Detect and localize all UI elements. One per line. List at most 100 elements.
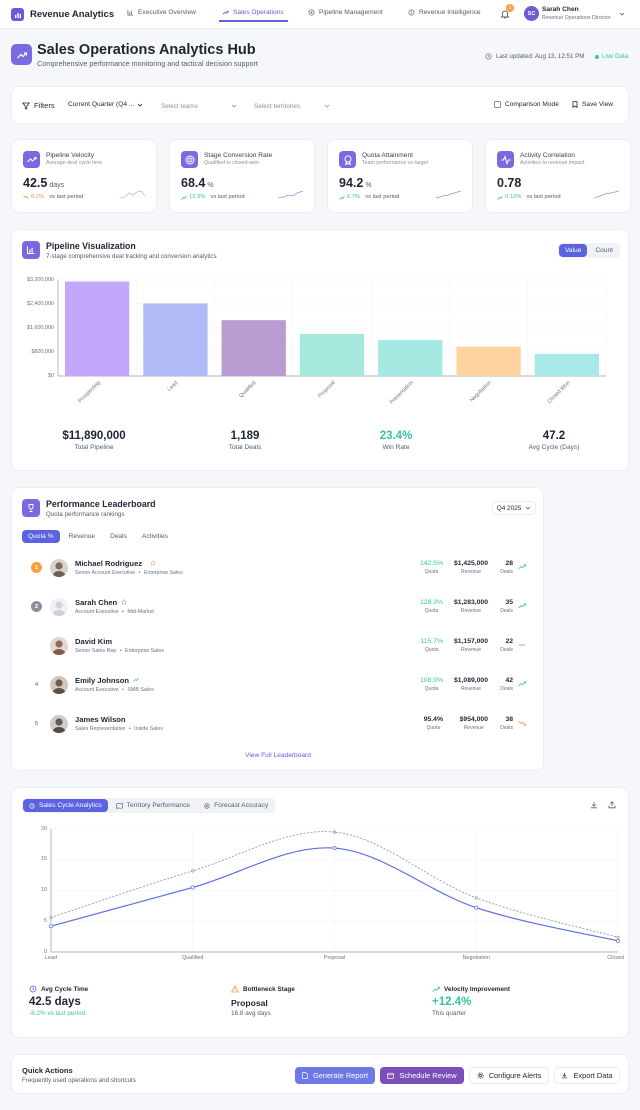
period-select[interactable]: Current Quarter (Q4 ... — [68, 101, 143, 108]
pipeline-bar — [65, 281, 130, 376]
teams-select[interactable]: Select teams — [161, 100, 237, 112]
schedule-review-button[interactable]: Schedule Review — [380, 1067, 464, 1084]
leaderboard-subtitle: Quota performance rankings — [46, 511, 125, 518]
quick-actions-subtitle: Frequently used operations and shortcuts — [22, 1077, 136, 1084]
quota-label: Quota — [424, 647, 439, 653]
separator-dot: • — [118, 648, 124, 654]
kpi-change-label: vs last period — [526, 194, 561, 200]
tab-deals[interactable]: Deals — [110, 533, 127, 540]
chevron-down-icon — [525, 505, 531, 511]
tab-quota[interactable]: Quota % — [22, 530, 60, 543]
kpi-card[interactable]: Quota Attainment Team performance vs targ… — [327, 139, 473, 213]
user-menu-chevron-icon[interactable] — [619, 11, 625, 17]
y-tick-label: 0 — [44, 948, 47, 955]
trend-up-icon — [133, 677, 140, 682]
share-icon[interactable] — [608, 801, 616, 809]
kpi-change-value: 5.7% — [347, 194, 361, 200]
kpi-title: Activity Correlation — [520, 152, 575, 159]
view-full-leaderboard-link[interactable]: View Full Leaderboard — [245, 752, 311, 759]
gear-icon — [477, 1072, 484, 1079]
notifications-button[interactable]: 2 — [500, 4, 514, 21]
kpi-card[interactable]: Activity Correlation Activities to revenu… — [485, 139, 631, 213]
deals-label: Deals — [500, 569, 513, 575]
calendar-icon — [387, 1072, 395, 1079]
rep-role: Sales Representative — [75, 726, 126, 732]
metric-revenue: $1,425,000 Revenue — [454, 560, 488, 575]
y-tick-label: $800,000 — [31, 348, 54, 355]
arrow-down-icon — [23, 194, 29, 200]
revenue-label: Revenue — [463, 725, 484, 731]
kpi-title: Stage Conversion Rate — [204, 152, 273, 159]
metric-revenue: $1,283,000 Revenue — [454, 599, 488, 614]
rep-name: Michael Rodriguez — [75, 559, 143, 568]
download-icon[interactable] — [590, 801, 598, 809]
tab-activities[interactable]: Activities — [141, 533, 168, 540]
y-tick-label: $0 — [48, 372, 54, 379]
kpi-subtitle: Average deal cycle time — [46, 160, 103, 166]
sales-cycle-line-chart: 0 5 10 15 20 Lead Qualified Proposal Negotiation… — [12, 788, 628, 1037]
leaderboard-row[interactable]: 4 Emily Johnson Account Executive • SMB Sa… — [12, 669, 544, 703]
toggle-count[interactable]: Count — [595, 247, 613, 254]
rank-badge: 4 — [34, 681, 39, 688]
kpi-title: Quota Attainment — [362, 152, 413, 159]
rep-name: Sarah Chen — [75, 598, 118, 607]
nav-executive-overview[interactable]: Executive Overview — [127, 9, 196, 16]
nav-revenue-intelligence[interactable]: Revenue Intelligence — [408, 9, 481, 16]
filter-icon — [22, 102, 30, 110]
export-data-button[interactable]: Export Data — [554, 1067, 620, 1084]
pipeline-summary-stat: 1,189 Total Deals — [175, 430, 315, 451]
data-point — [191, 869, 195, 873]
arrow-up-icon — [339, 195, 345, 200]
save-view-button[interactable]: Save View — [572, 101, 613, 108]
tab-territory-performance[interactable]: Territory Performance — [110, 799, 196, 812]
target-series-line — [50, 831, 619, 938]
kpi-unit: days — [49, 182, 65, 189]
quota-label: Quota — [424, 569, 439, 575]
revenue-value: $1,283,000 — [453, 599, 488, 606]
summary-value: 47.2 — [542, 430, 566, 442]
data-point — [332, 830, 337, 834]
kpi-title: Pipeline Velocity — [46, 152, 95, 159]
y-tick-label: $3,200,000 — [27, 276, 54, 283]
pipeline-visualization-card: Pipeline Visualization 7-stage comprehen… — [11, 229, 629, 471]
kpi-value: 68.4 — [181, 176, 206, 190]
nav-sales-operations[interactable]: Sales Operations — [222, 9, 284, 16]
kpi-card[interactable]: Pipeline Velocity Average deal cycle time… — [11, 139, 157, 213]
trend-down-icon — [518, 720, 526, 726]
rep-role: Senior Account Executive — [75, 570, 136, 576]
kpi-value: 42.5 — [23, 176, 48, 190]
kpi-change-value: 12.3% — [189, 194, 206, 200]
nav-label: Executive Overview — [138, 9, 196, 16]
tab-forecast-accuracy[interactable]: Forecast Accuracy — [198, 799, 274, 812]
kpi-card[interactable]: Stage Conversion Rate Qualified to closed… — [169, 139, 315, 213]
rank-badge: 1 — [31, 562, 42, 573]
avatar — [50, 676, 68, 694]
leaderboard-row[interactable]: David Kim Senior Sales Rep • Enterprise S… — [12, 630, 544, 664]
nav-pipeline-management[interactable]: Pipeline Management — [308, 9, 383, 16]
tab-sales-cycle-analytics[interactable]: Sales Cycle Analytics — [23, 799, 108, 812]
chevron-down-icon — [324, 103, 330, 109]
quota-label: Quota — [424, 686, 439, 692]
cycle-stat-value: 42.5 days — [29, 996, 81, 1008]
period-value: Q4 2025 — [496, 504, 522, 512]
user-avatar[interactable]: SC — [524, 6, 539, 21]
nav-label: Revenue Intelligence — [419, 9, 481, 16]
comparison-mode-toggle[interactable]: Comparison Mode — [494, 101, 559, 108]
territories-placeholder: Select territories — [254, 102, 301, 110]
toggle-value[interactable]: Value — [559, 244, 588, 257]
leaderboard-row[interactable]: 1 Michael Rodriguez Senior Account Executi… — [12, 552, 544, 586]
cycle-stat-sub: 16.8 avg days — [231, 1010, 271, 1017]
generate-report-button[interactable]: Generate Report — [295, 1067, 375, 1084]
configure-alerts-button[interactable]: Configure Alerts — [469, 1067, 549, 1084]
leaderboard-period-select[interactable]: Q4 2025 — [492, 501, 536, 515]
leaderboard-row[interactable]: 2 Sarah Chen Account Executive • Mid-Marke… — [12, 591, 544, 625]
territories-select[interactable]: Select territories — [254, 100, 330, 112]
rep-segment: Mid-Market — [127, 609, 154, 615]
document-icon — [302, 1072, 308, 1079]
cycle-stat: Avg Cycle Time 42.5 days -8.2% vs last per… — [29, 985, 88, 1018]
rep-name: James Wilson — [75, 715, 126, 724]
comparison-checkbox[interactable] — [494, 101, 501, 108]
quick-actions-bar: Quick Actions Frequently used operations… — [11, 1054, 629, 1094]
tab-revenue[interactable]: Revenue — [68, 533, 96, 540]
leaderboard-row[interactable]: 5 James Wilson Sales Representative • Insi… — [12, 708, 544, 742]
